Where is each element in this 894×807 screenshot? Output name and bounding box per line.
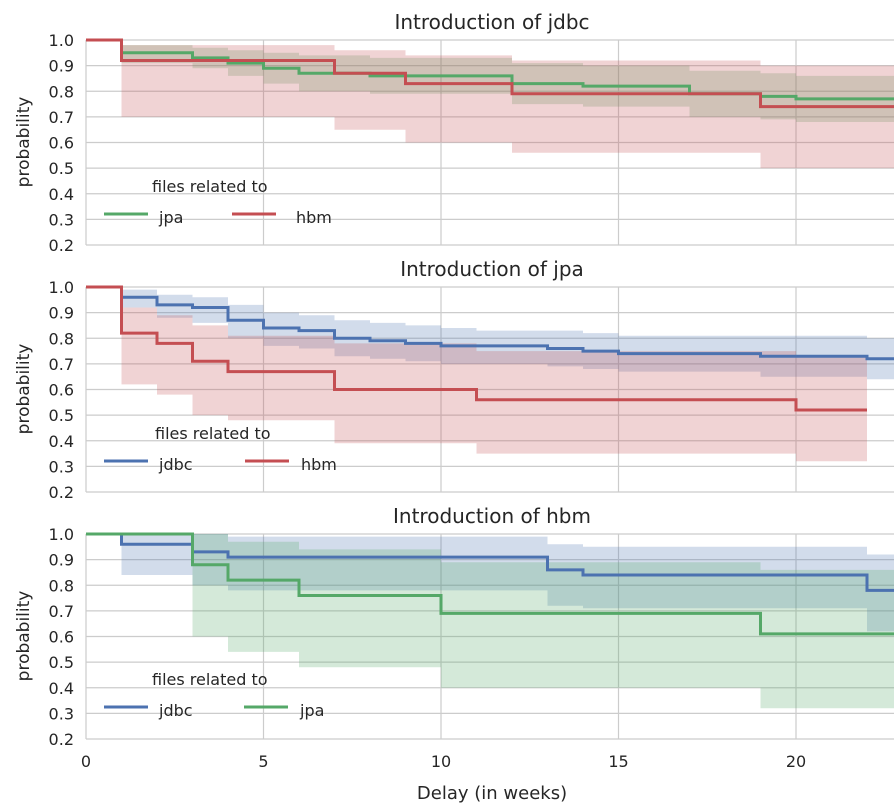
grid-lines: [85, 286, 894, 493]
y-tick-label: 0.5: [49, 406, 74, 425]
chart-title: Introduction of jdbc: [394, 10, 589, 34]
y-axis-label: probability: [14, 344, 34, 435]
y-tick-label: 1.0: [49, 31, 74, 50]
x-tick-label: 5: [258, 752, 268, 771]
y-tick-label: 0.8: [49, 576, 74, 595]
legend-title: files related to: [152, 177, 268, 196]
confidence-band-jdbc: [86, 287, 894, 380]
series-line-hbm: [86, 38, 894, 109]
y-tick-label: 0.9: [49, 551, 74, 570]
series-line-jdbc: [86, 285, 894, 361]
grid-lines: [85, 39, 894, 246]
chart-panel-jpa: Introduction of jpa probability 0.20.30.…: [14, 257, 894, 502]
series-lines: [86, 38, 894, 109]
x-tick-label: 20: [786, 752, 806, 771]
y-tick-label: 1.0: [49, 525, 74, 544]
y-tick-label: 0.3: [49, 704, 74, 723]
legend-label: jpa: [158, 208, 183, 227]
chart-title: Introduction of hbm: [393, 504, 591, 528]
y-tick-labels: 0.2 0.3 0.4 0.5 0.6 0.7 0.8 0.9 1.0: [49, 525, 74, 749]
y-tick-label: 0.9: [49, 304, 74, 323]
y-tick-label: 0.2: [49, 730, 74, 749]
series-lines: [86, 285, 894, 412]
x-axis-label: Delay (in weeks): [417, 783, 567, 804]
chart-panel-jdbc: Introduction of jdbc probability 0.20.30…: [14, 10, 894, 255]
chart-title: Introduction of jpa: [400, 257, 584, 281]
legend-label: hbm: [296, 208, 332, 227]
x-tick-label: 15: [608, 752, 628, 771]
legend-title: files related to: [155, 424, 271, 443]
y-tick-label: 1.0: [49, 278, 74, 297]
chart-panel-hbm: Introduction of hbm probability 0.20.30.…: [14, 504, 894, 771]
y-tick-label: 0.3: [49, 210, 74, 229]
y-tick-label: 0.3: [49, 457, 74, 476]
confidence-band-jpa: [86, 534, 894, 709]
y-tick-label: 0.2: [49, 236, 74, 255]
series-lines: [86, 532, 894, 636]
legend-label: jdbc: [158, 455, 193, 474]
y-tick-label: 0.7: [49, 108, 74, 127]
y-axis-label: probability: [14, 97, 34, 188]
y-tick-label: 0.7: [49, 355, 74, 374]
y-tick-label: 0.4: [49, 432, 74, 451]
y-tick-label: 0.8: [49, 329, 74, 348]
legend-label: jpa: [299, 701, 324, 720]
legend-title: files related to: [152, 670, 268, 689]
y-tick-labels: 0.2 0.3 0.4 0.5 0.6 0.7 0.8 0.9 1.0: [49, 31, 74, 255]
y-tick-label: 0.5: [49, 653, 74, 672]
y-tick-label: 0.5: [49, 159, 74, 178]
legend-label: jdbc: [158, 701, 193, 720]
y-tick-label: 0.4: [49, 185, 74, 204]
confidence-band-hbm: [86, 40, 894, 169]
y-tick-label: 0.8: [49, 82, 74, 101]
y-axis-label: probability: [14, 591, 34, 682]
series-line-hbm: [86, 285, 867, 412]
confidence-bands: [86, 287, 894, 462]
x-tick-labels: 0 5 10 15 20: [81, 752, 806, 771]
y-tick-labels: 0.2 0.3 0.4 0.5 0.6 0.7 0.8 0.9 1.0: [49, 278, 74, 502]
grid-lines: [85, 533, 894, 740]
legend: files related to jpa hbm: [104, 177, 332, 227]
legend: files related to jdbc jpa: [104, 670, 324, 720]
y-tick-label: 0.6: [49, 381, 74, 400]
legend-label: hbm: [301, 455, 337, 474]
y-tick-label: 0.9: [49, 57, 74, 76]
y-tick-label: 0.4: [49, 679, 74, 698]
y-tick-label: 0.6: [49, 134, 74, 153]
x-tick-label: 10: [431, 752, 451, 771]
y-tick-label: 0.7: [49, 602, 74, 621]
x-tick-label: 0: [81, 752, 91, 771]
legend: files related to jdbc hbm: [104, 424, 337, 474]
series-line-jpa: [86, 532, 894, 636]
confidence-band-hbm: [86, 287, 867, 462]
y-tick-label: 0.2: [49, 483, 74, 502]
series-line-jdbc: [86, 532, 894, 592]
y-tick-label: 0.6: [49, 628, 74, 647]
